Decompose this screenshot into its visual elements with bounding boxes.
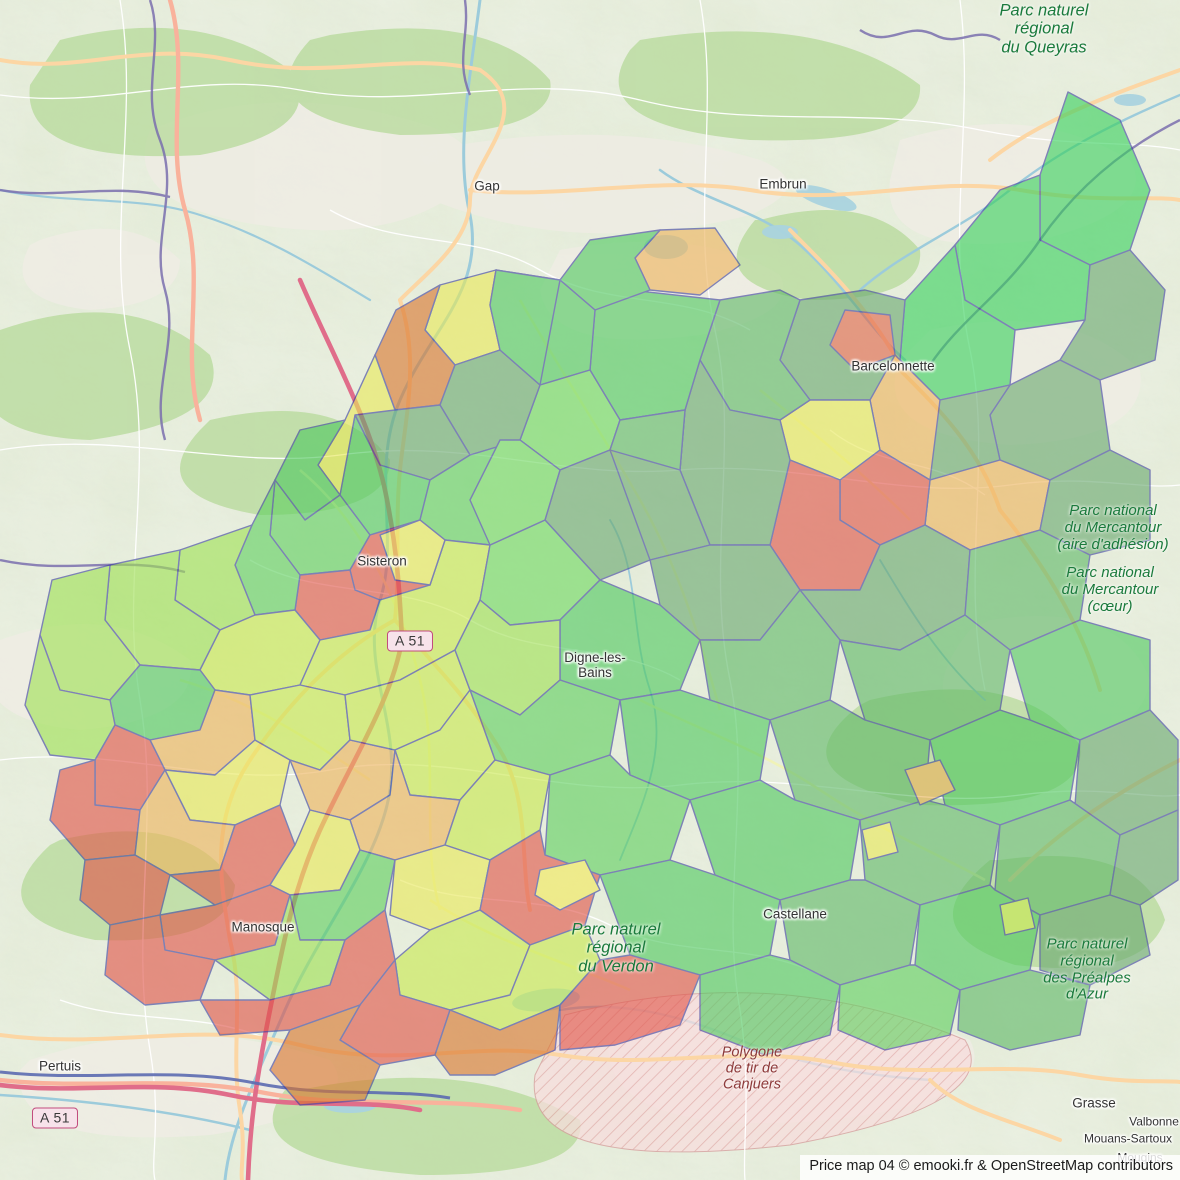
commune (104, 914, 216, 1006)
commune (957, 969, 1091, 1051)
commune (861, 821, 899, 861)
commune (1039, 91, 1151, 266)
commune (699, 954, 841, 1056)
commune (269, 1004, 381, 1106)
commune (1039, 894, 1151, 986)
attribution-bar[interactable]: Price map 04 © emooki.fr & OpenStreetMap… (800, 1155, 1180, 1180)
commune (199, 909, 396, 1036)
commune (434, 1004, 561, 1076)
commune (999, 897, 1036, 936)
commune (534, 859, 601, 911)
commune (559, 954, 701, 1051)
commune (1039, 449, 1151, 556)
commune (609, 409, 686, 471)
commune (379, 519, 446, 586)
commune (469, 439, 561, 546)
commune (489, 269, 561, 386)
commune (1109, 809, 1179, 906)
commune (837, 964, 961, 1051)
commune (829, 309, 896, 371)
commune (904, 759, 956, 806)
